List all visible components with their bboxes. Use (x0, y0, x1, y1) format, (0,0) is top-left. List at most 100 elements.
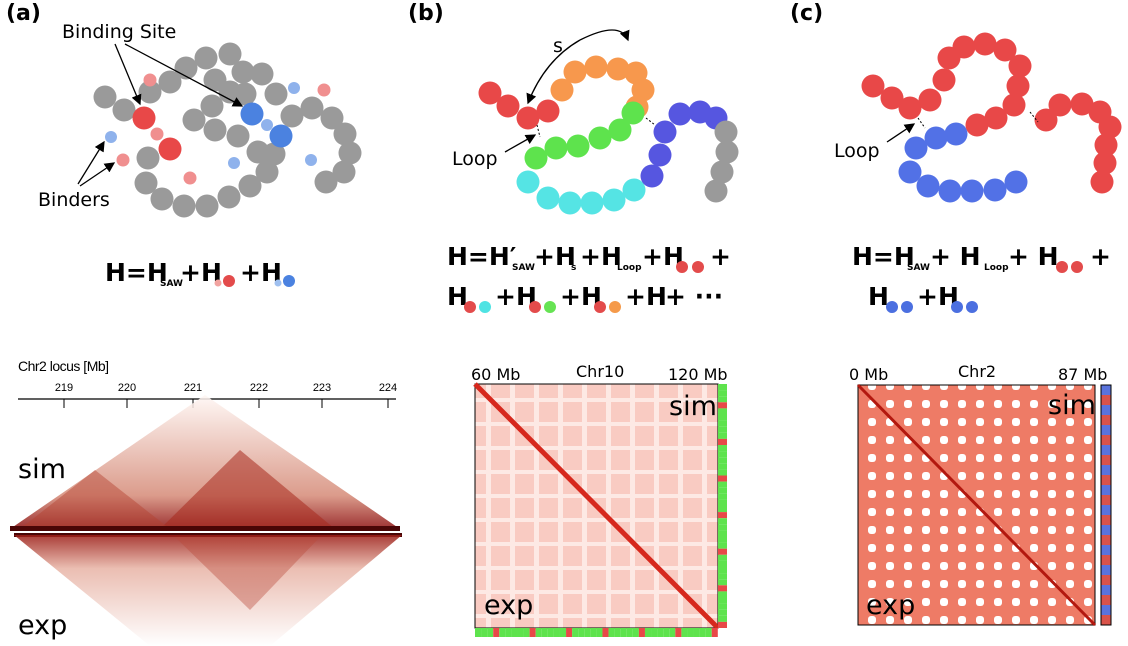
bead (228, 157, 240, 169)
tick-label: 219 (55, 382, 73, 394)
bar-segment (487, 628, 493, 637)
bead-icon (223, 275, 235, 287)
bar-segment (718, 555, 727, 561)
annotation: Binding Site (62, 21, 176, 43)
bar-segment (718, 494, 727, 500)
map-label: exp (484, 590, 533, 621)
bead (899, 161, 922, 184)
coordinate: 87 Mb (1058, 365, 1107, 384)
map-label: sim (18, 454, 66, 485)
bar-segment (615, 628, 621, 637)
bead (537, 187, 560, 210)
bar-segment (584, 628, 590, 637)
bar-segment (1101, 535, 1111, 545)
bead (716, 141, 739, 164)
bead-icon (544, 301, 556, 313)
map-label: exp (18, 610, 67, 641)
formula-part: + H (930, 242, 981, 271)
panel-label: (c) (790, 1, 823, 26)
bead-icon (283, 275, 295, 287)
formula-part: +H (580, 242, 622, 271)
coordinate: 120 Mb (668, 365, 728, 384)
bead (1007, 75, 1030, 98)
tick-label: 221 (184, 382, 202, 394)
bar-segment (560, 628, 566, 637)
tick-label: 220 (118, 382, 136, 394)
formula-part: H (868, 282, 889, 311)
bead (939, 180, 962, 203)
formula-part: H=H′ (447, 242, 516, 271)
bar-segment (1101, 585, 1111, 595)
formula-subscript: Loop (617, 263, 642, 273)
bar-segment (1101, 555, 1111, 565)
loop-bond (918, 118, 925, 128)
bar-segment (718, 390, 727, 396)
bead (241, 103, 264, 126)
bar-segment (493, 628, 499, 637)
bar-segment (1101, 465, 1111, 475)
bead (517, 107, 540, 130)
bar-segment (718, 524, 727, 530)
bead (265, 83, 288, 106)
bead (899, 97, 922, 120)
annotation: Binders (38, 189, 110, 211)
bead (105, 131, 117, 143)
bar-segment (718, 433, 727, 439)
bar-segment (718, 482, 727, 488)
bead (953, 36, 976, 59)
bar-segment (718, 457, 727, 463)
bar-segment (681, 628, 687, 637)
bead-icon (901, 301, 913, 313)
bead (173, 195, 196, 218)
bead-icon (1056, 261, 1068, 273)
arrow (80, 163, 114, 186)
bead (137, 147, 160, 170)
bar-segment (475, 628, 481, 637)
bead-icon (464, 301, 476, 313)
bar-segment (718, 579, 727, 585)
bead (94, 86, 117, 109)
bead (201, 95, 224, 118)
bead (917, 175, 940, 198)
bar-segment (590, 628, 596, 637)
bar-segment (718, 421, 727, 427)
annotation: Loop (834, 140, 880, 162)
tick-label: 222 (250, 382, 268, 394)
bar-segment (554, 628, 560, 637)
formula-part: H=H (852, 242, 915, 271)
figure: (a) (b) (c) Binding Site Binders H=H SAW… (0, 0, 1128, 646)
bar-segment (718, 518, 727, 524)
bead (305, 154, 317, 166)
formula-part: H=H (105, 258, 168, 287)
tick-label: 223 (313, 382, 331, 394)
bar-segment (1101, 575, 1111, 585)
bar-segment (1101, 405, 1111, 415)
bar-segment (718, 384, 727, 390)
bead (1049, 94, 1072, 117)
formula-part: + H (1008, 242, 1059, 271)
arrow (115, 44, 140, 104)
bead (705, 180, 728, 203)
bar-segment (675, 628, 681, 637)
bar-segment (645, 628, 651, 637)
formula: H=H SAW +H +H (105, 258, 295, 289)
bead (113, 99, 136, 122)
bead (641, 165, 664, 188)
bar-segment (1101, 515, 1111, 525)
bead (151, 128, 164, 141)
bar-segment (718, 500, 727, 506)
bead (218, 186, 241, 209)
formula-subscript: s (571, 263, 576, 273)
bar-segment (609, 628, 615, 637)
bead-icon (676, 261, 688, 273)
bar-segment (718, 561, 727, 567)
bar-segment (639, 628, 645, 637)
bar-segment (718, 439, 727, 445)
bead (945, 123, 968, 146)
bead (966, 114, 989, 137)
bead (261, 119, 273, 131)
bead (204, 119, 227, 142)
map-label: exp (866, 590, 915, 621)
bar-segment (1101, 445, 1111, 455)
